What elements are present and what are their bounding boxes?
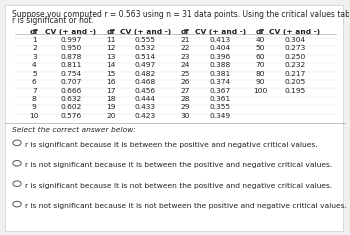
Text: 0.388: 0.388 xyxy=(210,62,231,68)
Text: 0.997: 0.997 xyxy=(60,37,82,43)
Text: 29: 29 xyxy=(181,105,190,110)
Text: CV (+ and -): CV (+ and -) xyxy=(120,29,171,35)
Circle shape xyxy=(13,161,21,166)
Text: r is not significant because it is between the positive and negative critical va: r is not significant because it is betwe… xyxy=(25,162,332,168)
Text: 1: 1 xyxy=(32,37,37,43)
Text: df: df xyxy=(256,29,264,35)
Text: CV (+ and -): CV (+ and -) xyxy=(269,29,320,35)
Text: 0.413: 0.413 xyxy=(210,37,231,43)
Text: 10: 10 xyxy=(30,113,39,119)
Text: 0.433: 0.433 xyxy=(135,105,156,110)
Text: 18: 18 xyxy=(106,96,116,102)
Text: 0.811: 0.811 xyxy=(60,62,82,68)
Text: 30: 30 xyxy=(181,113,190,119)
Text: 0.468: 0.468 xyxy=(135,79,156,85)
Text: r is significant because it is between the positive and negative critical values: r is significant because it is between t… xyxy=(25,142,318,148)
Text: 20: 20 xyxy=(106,113,116,119)
Text: 70: 70 xyxy=(255,62,265,68)
Text: 50: 50 xyxy=(256,45,265,51)
Text: 0.707: 0.707 xyxy=(60,79,82,85)
Text: 0.754: 0.754 xyxy=(60,70,82,77)
Text: 0.555: 0.555 xyxy=(135,37,156,43)
Text: r is significant or not.: r is significant or not. xyxy=(12,16,94,25)
Text: 2: 2 xyxy=(32,45,37,51)
Text: 26: 26 xyxy=(181,79,190,85)
Text: r is not significant because it is not between the positive and negative critica: r is not significant because it is not b… xyxy=(25,203,347,209)
Text: Suppose you computed r = 0.563 using n = 31 data points. Using the critical valu: Suppose you computed r = 0.563 using n =… xyxy=(12,9,350,19)
Text: 0.576: 0.576 xyxy=(60,113,82,119)
Text: 12: 12 xyxy=(106,45,116,51)
Text: 25: 25 xyxy=(181,70,190,77)
Text: 0.396: 0.396 xyxy=(210,54,231,60)
Text: 0.367: 0.367 xyxy=(210,88,231,94)
Text: 24: 24 xyxy=(181,62,190,68)
Text: 17: 17 xyxy=(106,88,116,94)
Text: 22: 22 xyxy=(181,45,190,51)
Text: 5: 5 xyxy=(32,70,37,77)
Circle shape xyxy=(13,140,21,146)
Text: 0.304: 0.304 xyxy=(284,37,305,43)
Text: 9: 9 xyxy=(32,105,37,110)
Text: 0.232: 0.232 xyxy=(284,62,306,68)
Text: CV (+ and -): CV (+ and -) xyxy=(195,29,246,35)
Text: 11: 11 xyxy=(106,37,116,43)
Text: 0.404: 0.404 xyxy=(210,45,231,51)
Text: 0.361: 0.361 xyxy=(210,96,231,102)
Text: 0.632: 0.632 xyxy=(60,96,82,102)
Text: 0.878: 0.878 xyxy=(60,54,82,60)
Text: 8: 8 xyxy=(32,96,37,102)
Text: 14: 14 xyxy=(106,62,116,68)
Text: 0.423: 0.423 xyxy=(135,113,156,119)
Text: 23: 23 xyxy=(181,54,190,60)
Text: 0.217: 0.217 xyxy=(284,70,306,77)
Text: 0.273: 0.273 xyxy=(284,45,306,51)
Text: 0.532: 0.532 xyxy=(135,45,156,51)
Circle shape xyxy=(13,201,21,207)
Text: 40: 40 xyxy=(256,37,265,43)
Text: 60: 60 xyxy=(255,54,265,60)
Text: CV (+ and -): CV (+ and -) xyxy=(45,29,96,35)
Text: r is significant because it is not between the positive and negative critical va: r is significant because it is not betwe… xyxy=(25,183,332,189)
Text: 15: 15 xyxy=(106,70,116,77)
Text: 21: 21 xyxy=(181,37,190,43)
Text: 0.250: 0.250 xyxy=(284,54,306,60)
Text: 0.497: 0.497 xyxy=(135,62,156,68)
Text: 0.349: 0.349 xyxy=(210,113,231,119)
Text: 6: 6 xyxy=(32,79,37,85)
FancyBboxPatch shape xyxy=(5,5,343,231)
Text: 0.355: 0.355 xyxy=(210,105,231,110)
Text: Select the correct answer below:: Select the correct answer below: xyxy=(12,127,135,133)
Text: 13: 13 xyxy=(106,54,116,60)
Text: df: df xyxy=(106,29,115,35)
Text: 4: 4 xyxy=(32,62,37,68)
Text: 90: 90 xyxy=(255,79,265,85)
Text: 80: 80 xyxy=(255,70,265,77)
Text: 27: 27 xyxy=(181,88,190,94)
Text: 16: 16 xyxy=(106,79,116,85)
Text: df: df xyxy=(30,29,39,35)
Text: 0.666: 0.666 xyxy=(60,88,82,94)
Circle shape xyxy=(13,181,21,186)
Text: 0.205: 0.205 xyxy=(284,79,306,85)
Text: 28: 28 xyxy=(181,96,190,102)
Text: 0.374: 0.374 xyxy=(210,79,231,85)
Text: 0.456: 0.456 xyxy=(135,88,156,94)
Text: 100: 100 xyxy=(253,88,267,94)
Text: 0.950: 0.950 xyxy=(60,45,82,51)
Text: 0.602: 0.602 xyxy=(60,105,82,110)
Text: 19: 19 xyxy=(106,105,116,110)
Text: 0.381: 0.381 xyxy=(210,70,231,77)
Text: 3: 3 xyxy=(32,54,37,60)
Text: df: df xyxy=(181,29,190,35)
Text: 7: 7 xyxy=(32,88,37,94)
Text: 0.482: 0.482 xyxy=(135,70,156,77)
Text: 0.514: 0.514 xyxy=(135,54,156,60)
Text: 0.444: 0.444 xyxy=(135,96,156,102)
Text: 0.195: 0.195 xyxy=(284,88,306,94)
